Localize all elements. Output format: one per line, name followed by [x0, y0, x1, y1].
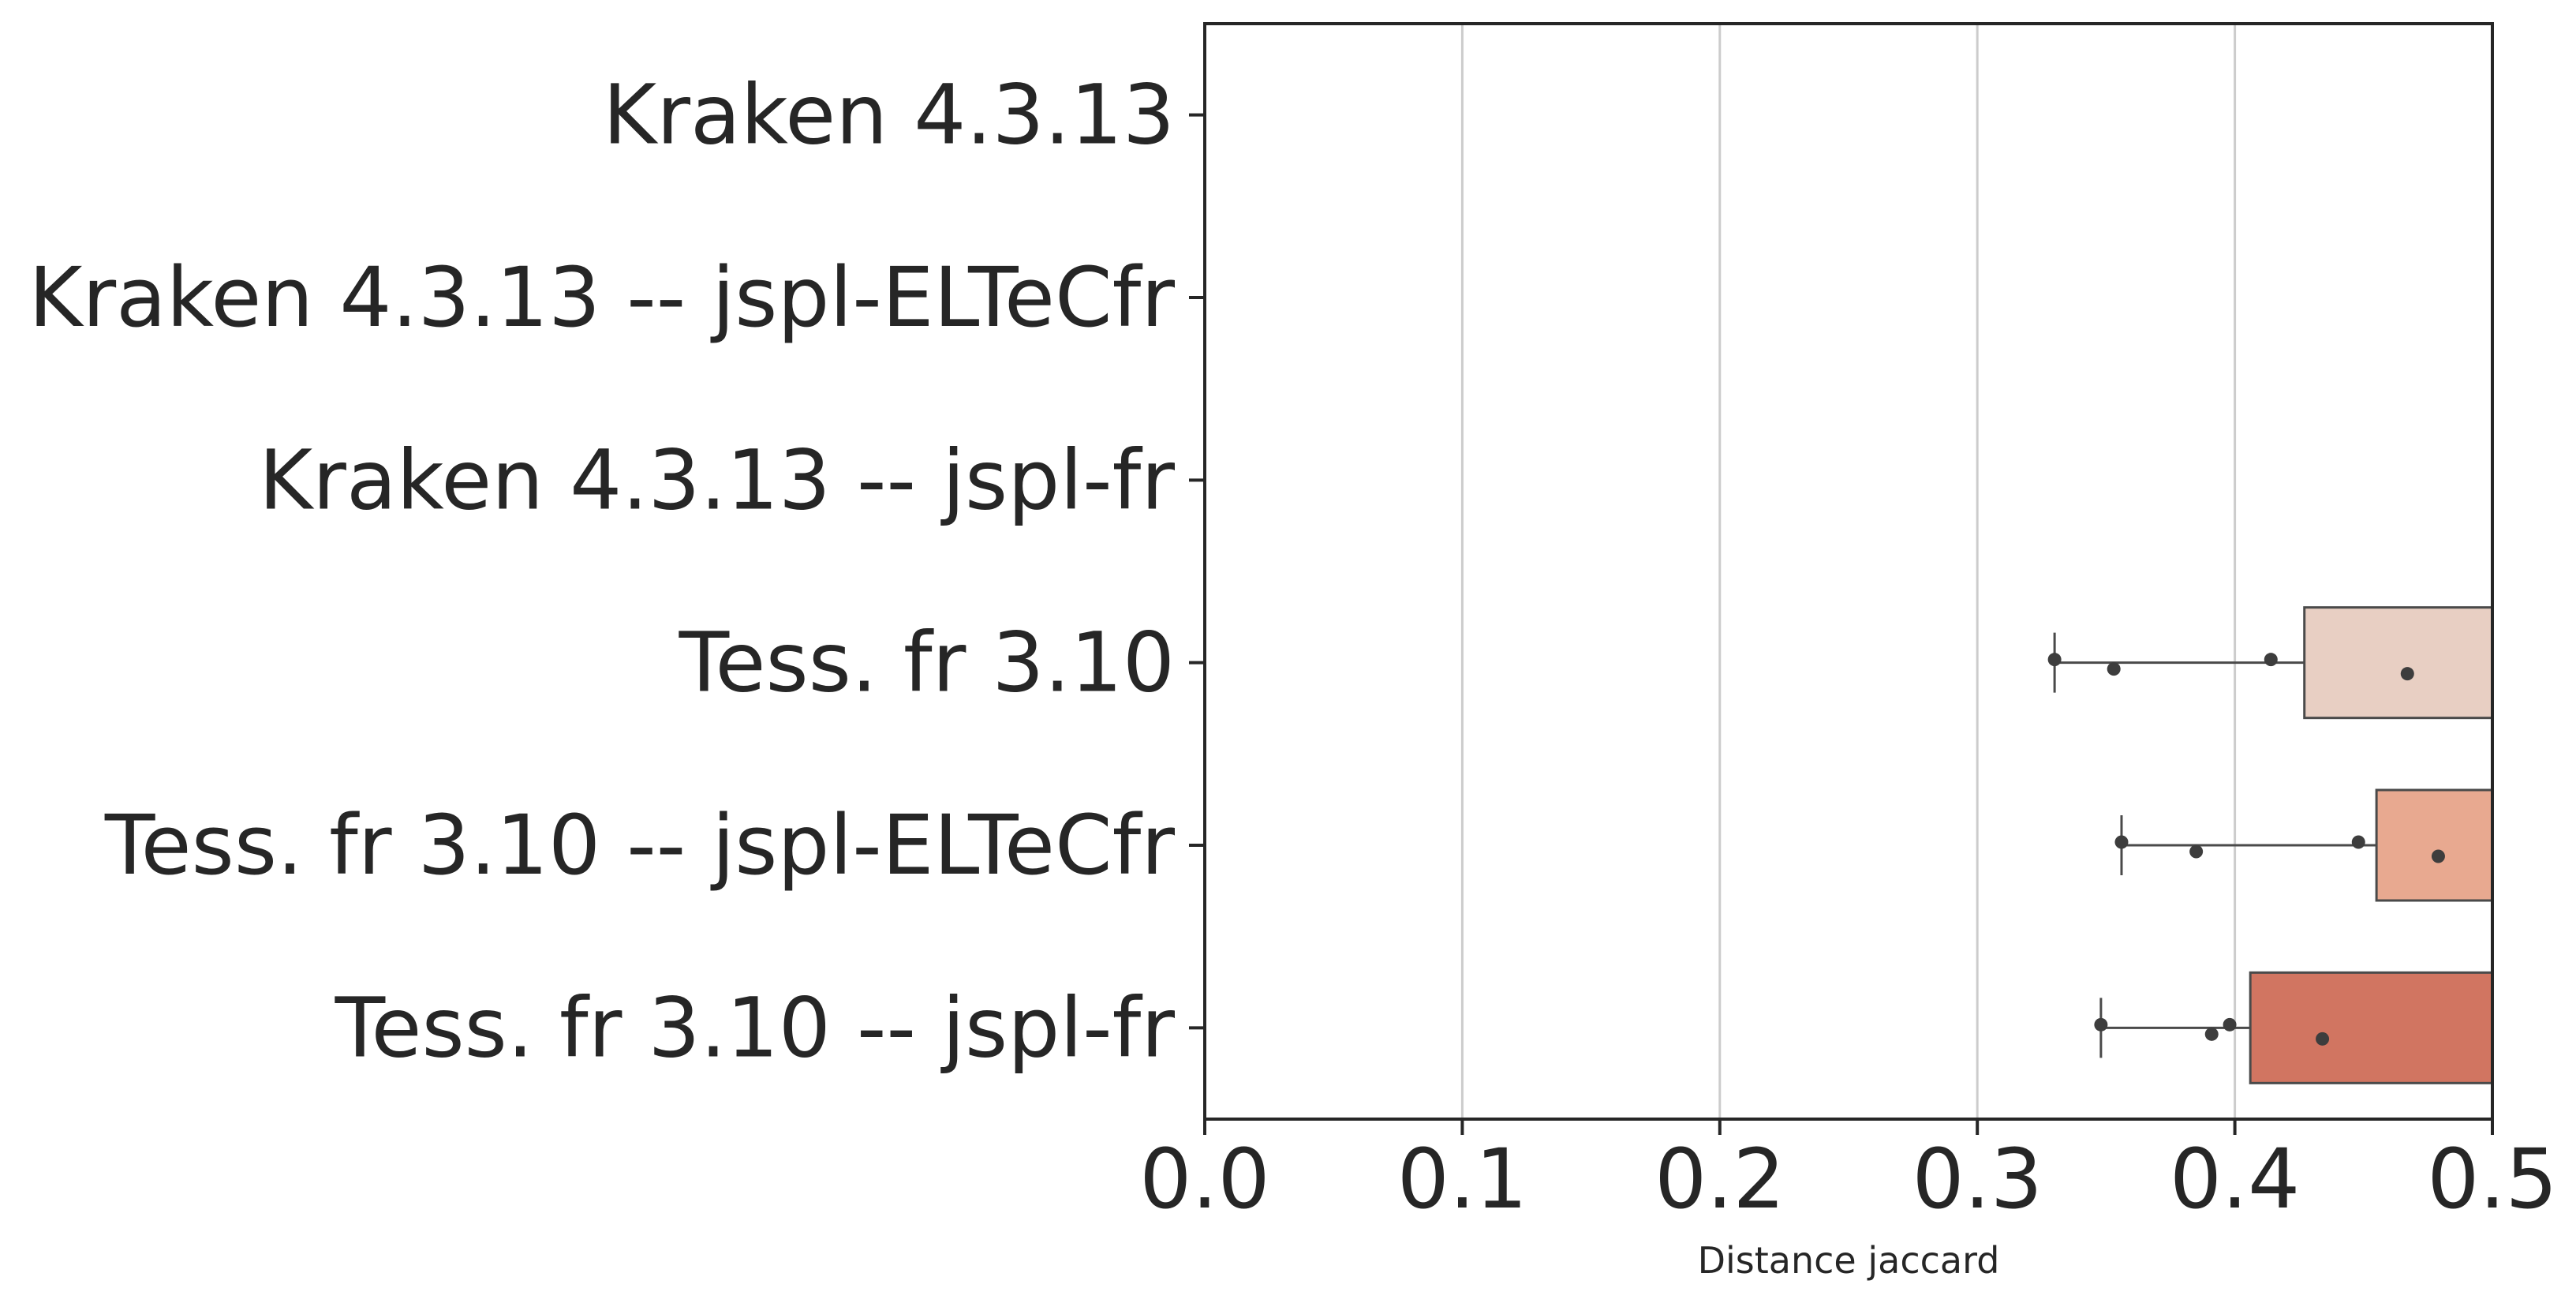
data-point — [2204, 1027, 2219, 1041]
x-tick-label: 0.4 — [2170, 1131, 2300, 1227]
category-label: Kraken 4.3.13 -- jspl-ELTeCfr — [28, 249, 1175, 346]
data-point — [2047, 653, 2062, 667]
box — [2375, 788, 2494, 902]
labels: 0.0 0.1 0.2 0.3 0.4 0.5 Kraken 4.3.13 Kraken 4.… — [28, 67, 2558, 1227]
gridlines — [1460, 24, 2237, 1119]
x-tick-label: 0.2 — [1654, 1131, 1785, 1227]
box-group — [2047, 606, 2494, 720]
x-tick-label: 0.0 — [1139, 1131, 1269, 1227]
category-label: Tess. fr 3.10 -- jspl-ELTeCfr — [104, 797, 1175, 893]
category-label: Tess. fr 3.10 — [679, 615, 1175, 711]
data-point — [2316, 1032, 2330, 1046]
box — [2249, 971, 2494, 1084]
category-label: Kraken 4.3.13 — [603, 67, 1175, 163]
x-axis-title: Distance jaccard — [1698, 1239, 2000, 1282]
data-point — [2189, 844, 2204, 859]
data-point — [2264, 653, 2278, 667]
ticks — [1189, 113, 2494, 1135]
data-point — [2107, 662, 2121, 676]
box-group — [2114, 788, 2494, 902]
data-point — [2431, 849, 2445, 863]
x-tick-label: 0.1 — [1397, 1131, 1527, 1227]
plot-frame — [1203, 22, 2494, 1121]
category-label: Tess. fr 3.10 -- jspl-fr — [335, 979, 1176, 1076]
boxes — [2047, 606, 2494, 1084]
data-point — [2114, 835, 2129, 849]
data-point — [2400, 667, 2414, 681]
box-group — [2094, 971, 2494, 1084]
category-label: Kraken 4.3.13 -- jspl-fr — [259, 432, 1175, 528]
data-point — [2094, 1017, 2108, 1032]
box — [2303, 606, 2494, 720]
data-point — [2223, 1017, 2237, 1032]
x-tick-label: 0.3 — [1912, 1131, 2042, 1227]
x-tick-label: 0.5 — [2427, 1131, 2557, 1227]
data-point — [2351, 835, 2365, 849]
